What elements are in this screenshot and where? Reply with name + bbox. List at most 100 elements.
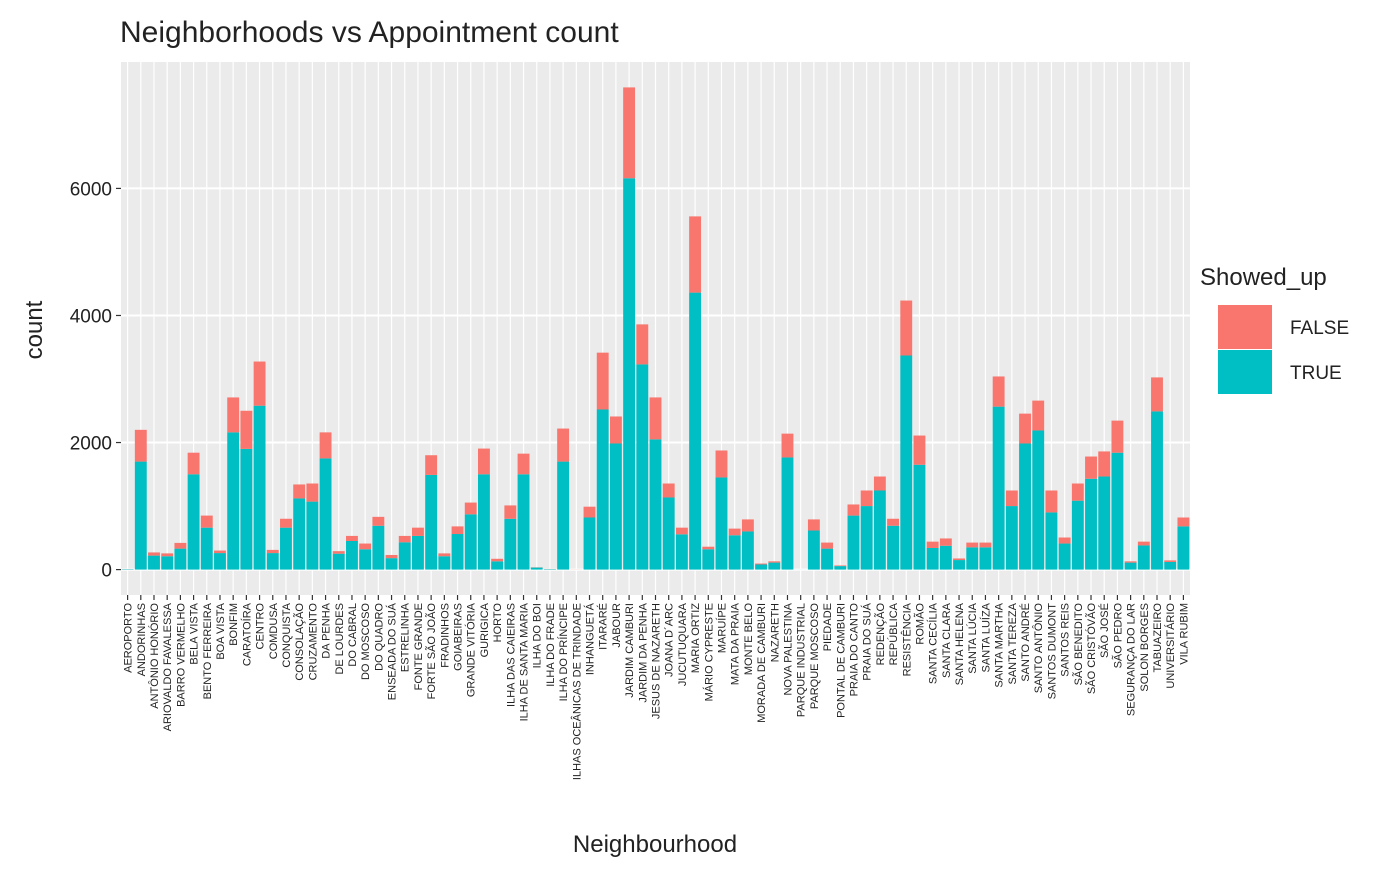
x-tick-label: SANTA TEREZA [1007,602,1019,684]
bar-segment [1032,430,1044,569]
x-tick-label: PIEDADE [822,603,834,651]
bar-segment [940,546,952,570]
bar-segment [1164,562,1176,570]
bar-segment [1006,506,1018,570]
bar-segment [782,434,794,458]
x-tick-label: CONQUISTA [281,602,293,667]
bar-segment [927,548,939,570]
x-axis-title: Neighbourhood [573,831,737,858]
x-tick-label: GRANDE VITÓRIA [465,602,478,697]
bar-segment [874,477,886,491]
bar-segment [557,462,569,570]
bar-segment [267,550,279,553]
bar-segment [399,536,411,542]
bar-segment [808,531,820,570]
x-tick-label: AEROPORTO [123,603,135,673]
x-tick-label: JUCUTUQUARA [677,602,689,686]
x-tick-label: JARDIM CAMBURI [624,603,636,698]
bar-segment [584,517,596,569]
bar-segment [531,568,543,570]
x-tick-label: COMDUSA [268,602,280,659]
x-tick-label: MONTE BELO [743,603,755,676]
bar-segment [320,458,332,569]
bar-segment [372,517,384,526]
bar-segment [689,293,701,570]
bar-segment [412,528,424,536]
bar-segment [979,543,991,548]
bar-segment [1019,443,1031,569]
bar-segment [1164,560,1176,562]
bar-segment [372,526,384,570]
bar-segment [861,506,873,570]
bar-segment [254,406,266,570]
x-tick-label: FONTE GRANDE [413,603,425,690]
bar-segment [1059,544,1071,570]
bar-segment [1125,563,1137,570]
bar-segment [821,549,833,570]
bar-segment [1059,538,1071,544]
x-tick-label: ILHA DO PRÍNCIPE [557,603,570,701]
bar-segment [729,535,741,569]
x-tick-label: BARRO VERMELHO [175,603,187,707]
x-tick-label: NOVA PALESTINA [782,602,794,695]
x-tick-label: SANTA MARTHA [994,602,1006,687]
y-tick-label: 2000 [70,434,112,455]
bar-segment [597,409,609,569]
x-tick-label: ILHAS OCEÂNICAS DE TRINDADE [570,603,583,780]
bar-segment [1072,501,1084,570]
x-tick-label: ILHA DE SANTA MARIA [519,602,531,721]
bar-segment [227,397,239,432]
bar-segment [940,538,952,545]
x-tick-label: INHANGUETÁ [584,602,597,675]
legend-key [1218,350,1272,394]
bar-segment [452,526,464,534]
bar-segment [425,475,437,570]
bar-segment [979,547,991,569]
bar-segment [280,519,292,528]
bar-segment [861,490,873,506]
x-tick-label: BONFIM [228,603,240,646]
bar-segment [1098,477,1110,570]
bar-segment [597,353,609,410]
bar-segment [1085,479,1097,570]
bar-segment [610,416,622,443]
bar-segment [320,432,332,458]
x-tick-label: REPÚBLICA [887,602,900,665]
bar-segment [333,554,345,570]
x-tick-label: PRAIA DO CANTO [848,603,860,697]
x-tick-label: ROMÃO [913,603,926,645]
x-tick-label: GOIABEIRAS [453,603,465,671]
bar-segment [914,436,926,465]
x-tick-label: DO QUADRO [373,603,385,671]
x-tick-label: SANTA HELENA [954,602,966,685]
bar-segment [438,556,450,569]
x-tick-label: PARQUE MOSCOSO [809,603,821,710]
bar-segment [161,553,173,556]
bar-segment [214,551,226,554]
x-tick-label: CRUZAMENTO [307,603,319,681]
bar-segment [412,536,424,570]
bar-segment [491,561,503,569]
x-tick-label: MORADA DE CAMBURI [756,603,768,723]
bar-segment [135,462,147,570]
bar-segment [755,564,767,565]
bar-segment [504,519,516,570]
y-tick-label: 6000 [70,179,112,200]
x-tick-label: REDENÇÃO [874,603,887,666]
x-tick-label: DO CABRAL [347,603,359,667]
x-tick-label: JABOUR [611,603,623,648]
bar-segment [716,477,728,569]
bar-segment [636,324,648,364]
x-tick-label: ENSEADA DO SUÁ [386,602,399,700]
bar-segment [504,505,516,518]
bar-segment [650,439,662,569]
bar-segment [663,497,675,569]
bar-segment [993,407,1005,570]
bar-segment [478,449,490,475]
x-tick-label: MARUÍPE [715,603,728,653]
bar-segment [452,534,464,570]
bar-segment [1111,453,1123,570]
x-tick-label: SÃO CRISTÓVÃO [1085,603,1098,695]
x-tick-label: MATA DA PRAIA [730,602,742,685]
